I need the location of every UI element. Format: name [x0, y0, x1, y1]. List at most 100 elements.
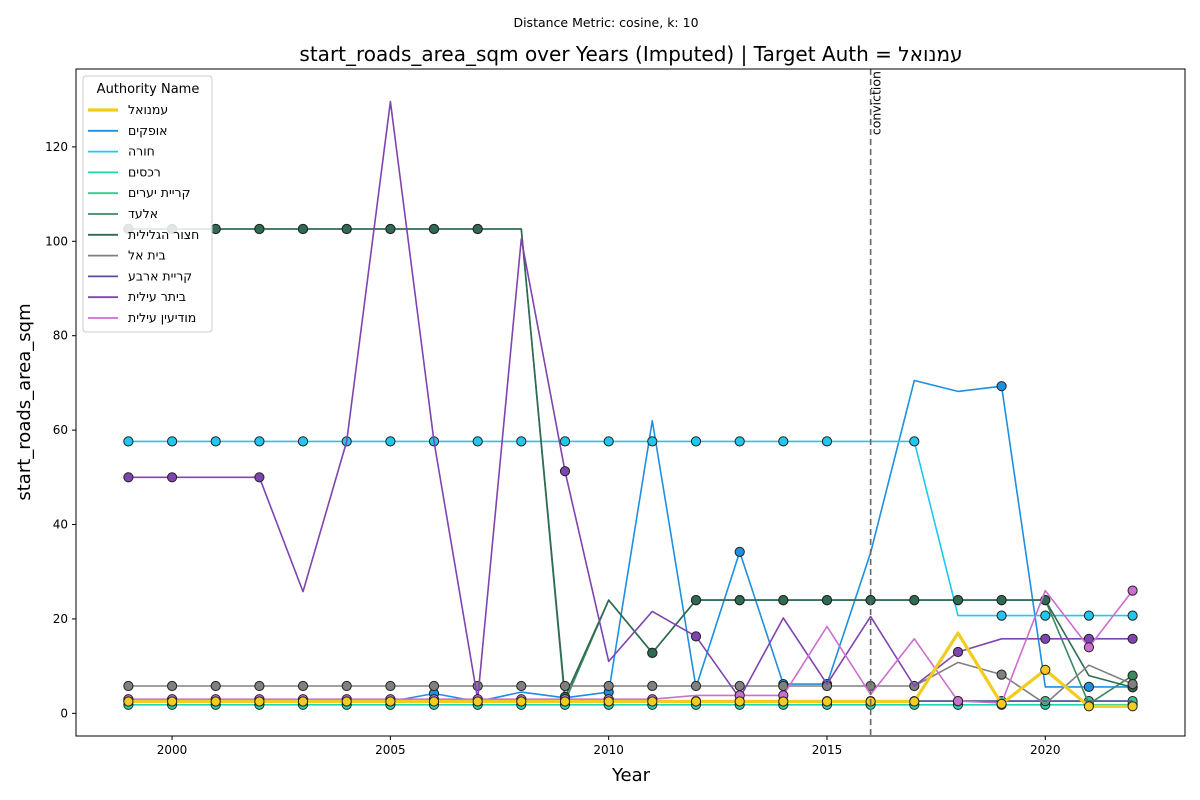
series-point	[603, 436, 614, 447]
x-tick-label: 2005	[375, 743, 406, 757]
series-point	[210, 680, 221, 692]
series-point	[952, 646, 964, 658]
series-point	[734, 595, 745, 606]
legend-entry: חצור הגלילית	[128, 227, 199, 242]
x-tick-label: 2000	[157, 743, 188, 757]
series-point	[734, 436, 745, 447]
series-point	[1040, 633, 1051, 644]
series-point	[559, 466, 571, 477]
series-point	[254, 680, 265, 692]
series-point	[254, 472, 265, 483]
y-tick-label: 20	[53, 612, 68, 626]
legend: Authority Name עמנואל אופקים חורה רכסים קריי…	[82, 75, 213, 333]
series-line	[128, 661, 1133, 705]
series-point	[603, 680, 614, 692]
series-point	[559, 436, 571, 447]
series-line	[128, 100, 1133, 701]
series-point	[1083, 642, 1095, 653]
series-point	[909, 696, 920, 707]
series-point	[472, 436, 483, 447]
legend-entry: רכסים	[128, 164, 161, 179]
series-point	[952, 595, 964, 606]
series-point	[952, 696, 964, 707]
series-point	[428, 680, 440, 692]
series-0	[123, 631, 1138, 712]
series-point	[647, 696, 658, 707]
series-point	[167, 680, 178, 692]
series-point	[647, 647, 658, 659]
series-point	[690, 436, 702, 447]
series-point	[778, 696, 789, 707]
chart-title: start_roads_area_sqm over Years (Imputed…	[299, 42, 962, 66]
series-point	[996, 698, 1007, 710]
series-point	[559, 696, 571, 707]
y-tick-label: 80	[53, 329, 68, 343]
series-point	[254, 696, 265, 707]
series-point	[1083, 610, 1095, 621]
x-axis-label: Year	[611, 765, 651, 786]
conviction-label: conviction	[869, 71, 884, 135]
series-point	[690, 631, 702, 642]
annotation-layer: conviction	[869, 69, 884, 736]
series-9	[123, 100, 1138, 701]
series-point	[821, 595, 833, 606]
series-point	[1040, 610, 1051, 621]
series-point	[690, 595, 702, 606]
y-axis: 0 20 40 60 80 100 120	[45, 140, 76, 720]
series-point	[690, 696, 702, 707]
series-point	[909, 436, 920, 447]
y-tick-label: 60	[53, 423, 68, 437]
series-point	[254, 436, 265, 447]
series-point	[821, 436, 833, 447]
series-point	[516, 696, 527, 707]
series-point	[1127, 633, 1138, 644]
series-line	[128, 631, 1133, 708]
series-point	[428, 223, 440, 235]
series-point	[297, 436, 309, 447]
series-point	[297, 223, 309, 235]
series-point	[123, 680, 134, 692]
legend-entry: אופקים	[128, 123, 168, 138]
series-point	[1040, 664, 1051, 676]
series-point	[210, 696, 221, 707]
y-tick-label: 100	[45, 234, 68, 248]
series-point	[123, 696, 134, 707]
series-point	[297, 696, 309, 707]
series-point	[996, 595, 1007, 606]
series-point	[647, 680, 658, 692]
series-point	[516, 680, 527, 692]
series-point	[167, 436, 178, 447]
x-tick-label: 2015	[812, 743, 843, 757]
series-point	[778, 595, 789, 606]
series-point	[1083, 701, 1095, 712]
series-point	[167, 472, 178, 483]
series-point	[385, 696, 396, 707]
y-tick-label: 40	[53, 518, 68, 532]
series-point	[821, 680, 833, 692]
series-point	[167, 696, 178, 707]
series-point	[734, 680, 745, 692]
series-point	[1127, 585, 1138, 596]
series-line	[128, 589, 1134, 704]
legend-title: Authority Name	[97, 82, 200, 97]
plot-area: conviction	[75, 68, 1186, 737]
legend-entry: עמנואל	[128, 102, 168, 117]
series-point	[341, 680, 352, 692]
series-point	[603, 696, 614, 707]
series-point	[996, 610, 1007, 621]
series-point	[123, 436, 134, 447]
legend-entry: אלעד	[128, 206, 158, 221]
series-point	[1127, 670, 1138, 681]
series-point	[1127, 610, 1138, 621]
series-point	[821, 696, 833, 707]
axes-frame	[75, 68, 1186, 737]
series-point	[996, 381, 1007, 392]
series-point	[385, 436, 396, 447]
series-point	[385, 680, 396, 692]
chart-suptitle: Distance Metric: cosine, k: 10	[513, 15, 698, 30]
series-point	[341, 223, 352, 235]
series-point	[254, 223, 265, 235]
legend-box	[82, 75, 213, 333]
y-axis-label: start_roads_area_sqm	[14, 303, 35, 500]
